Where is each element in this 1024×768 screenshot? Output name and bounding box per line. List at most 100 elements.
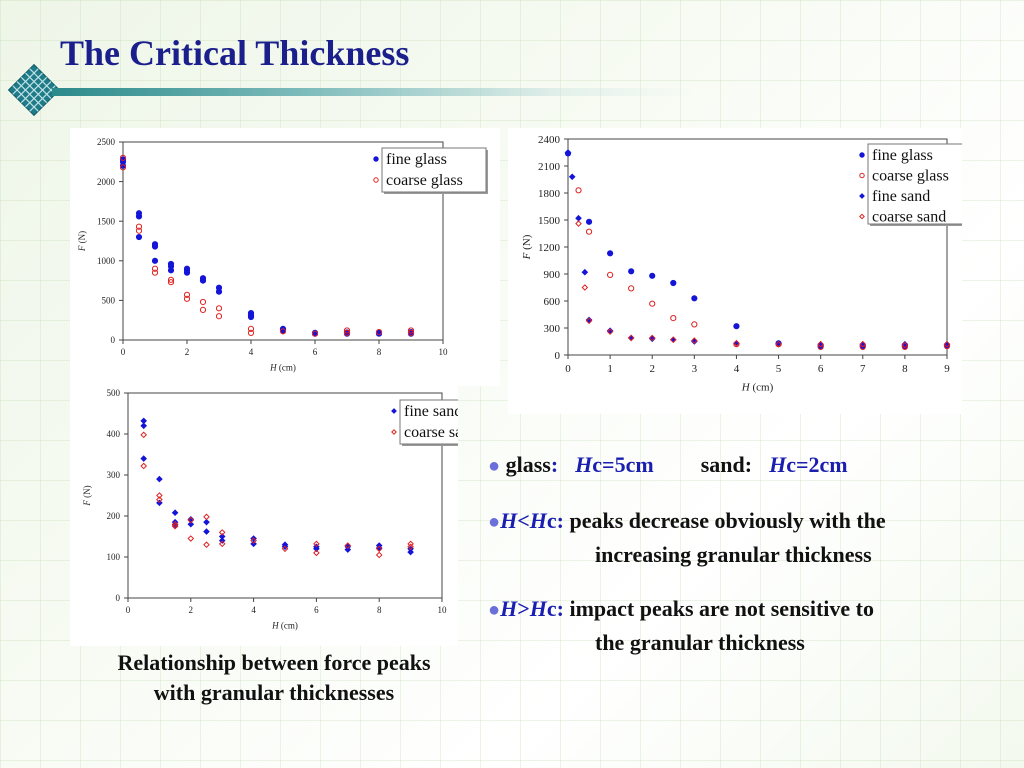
bullet3-line2: the granular thickness bbox=[595, 630, 805, 655]
x-tick-label: 2 bbox=[185, 347, 190, 357]
data-point bbox=[203, 528, 210, 535]
data-point bbox=[167, 279, 175, 286]
x-tick-label: 0 bbox=[565, 363, 571, 375]
y-tick-label: 600 bbox=[544, 296, 561, 308]
cond-h: H bbox=[500, 508, 518, 533]
data-point bbox=[313, 545, 320, 553]
data-point bbox=[171, 522, 179, 530]
data-point bbox=[135, 210, 143, 217]
data-point bbox=[199, 275, 207, 282]
legend-box bbox=[381, 147, 487, 193]
data-point bbox=[140, 431, 148, 439]
x-tick-label: 6 bbox=[314, 605, 319, 615]
figure-caption: Relationship between force peaks with gr… bbox=[72, 648, 476, 708]
data-point bbox=[585, 218, 593, 225]
series-coarse-glass bbox=[119, 154, 415, 337]
data-point bbox=[585, 228, 593, 235]
bullet2-line2: increasing granular thickness bbox=[595, 542, 872, 567]
cond-hc: H bbox=[529, 508, 547, 533]
data-point bbox=[669, 336, 677, 344]
data-point bbox=[171, 521, 179, 529]
data-point bbox=[691, 337, 698, 344]
legend-marker bbox=[373, 156, 379, 162]
data-point bbox=[313, 549, 320, 557]
cond-c: c: bbox=[546, 596, 564, 621]
y-tick-label: 200 bbox=[107, 511, 121, 521]
bullet-icon: ● bbox=[488, 511, 501, 533]
x-axis-title: H (cm) bbox=[269, 362, 296, 372]
data-point bbox=[215, 284, 223, 291]
data-point bbox=[691, 338, 698, 345]
x-tick-label: 6 bbox=[818, 363, 824, 375]
data-point bbox=[407, 327, 415, 334]
legend-label: fine sand bbox=[404, 403, 458, 420]
data-point bbox=[817, 340, 824, 348]
data-point bbox=[628, 268, 635, 275]
x-axis-title: H (cm) bbox=[271, 620, 298, 630]
data-point bbox=[247, 325, 255, 333]
y-tick-label: 1200 bbox=[538, 242, 561, 254]
x-tick-label: 7 bbox=[860, 363, 866, 375]
data-point bbox=[135, 233, 143, 241]
x-tick-label: 0 bbox=[126, 605, 131, 615]
data-point bbox=[606, 327, 614, 335]
legend-marker bbox=[373, 177, 379, 183]
data-point bbox=[375, 551, 383, 559]
x-tick-label: 2 bbox=[649, 363, 655, 375]
legend-marker bbox=[859, 152, 865, 158]
data-point bbox=[627, 334, 635, 342]
legend-label: fine glass bbox=[386, 151, 447, 168]
bullet-icon: ● bbox=[488, 599, 501, 621]
data-point bbox=[171, 520, 179, 528]
y-tick-label: 1800 bbox=[538, 188, 561, 200]
y-tick-label: 100 bbox=[107, 552, 121, 562]
x-tick-label: 2 bbox=[189, 605, 194, 615]
x-tick-label: 4 bbox=[251, 605, 256, 615]
x-tick-label: 0 bbox=[121, 347, 126, 357]
y-tick-label: 0 bbox=[111, 335, 116, 345]
data-point bbox=[585, 316, 593, 324]
data-point bbox=[375, 328, 383, 336]
x-tick-label: 6 bbox=[313, 347, 318, 357]
data-point bbox=[775, 340, 782, 348]
chart-glass-svg: 0 500 1000 1500 2000 2500 0 2 4 6 8 10 H (cm) F (N) fi… bbox=[77, 137, 488, 372]
data-point bbox=[135, 223, 143, 230]
data-point bbox=[156, 492, 163, 499]
bullet2-line1: peaks decrease obviously with the bbox=[563, 508, 886, 533]
legend-marker bbox=[859, 193, 865, 199]
data-point bbox=[670, 279, 677, 287]
y-tick-label: 300 bbox=[107, 470, 121, 480]
y-tick-label: 300 bbox=[544, 323, 561, 335]
y-axis-title: F (N) bbox=[77, 231, 87, 252]
x-tick-label: 4 bbox=[734, 363, 740, 375]
data-point bbox=[247, 329, 255, 336]
data-point bbox=[311, 330, 319, 337]
cond-h: H bbox=[500, 596, 518, 621]
data-point bbox=[606, 328, 614, 335]
data-point bbox=[575, 187, 582, 194]
data-point bbox=[313, 540, 320, 548]
sand-h-symbol: H bbox=[769, 452, 787, 477]
x-tick-label: 8 bbox=[902, 363, 908, 375]
title-underline bbox=[52, 88, 692, 96]
y-tick-label: 500 bbox=[102, 296, 116, 306]
x-tick-label: 9 bbox=[944, 363, 950, 375]
data-point bbox=[407, 329, 415, 336]
data-point bbox=[375, 545, 383, 553]
data-point bbox=[119, 154, 127, 161]
data-point bbox=[187, 516, 195, 524]
legend-box bbox=[399, 399, 458, 445]
y-tick-label: 2500 bbox=[97, 137, 116, 147]
data-point bbox=[627, 334, 635, 342]
x-axis-title: H (cm) bbox=[741, 382, 774, 394]
y-tick-label: 0 bbox=[116, 593, 121, 603]
data-point bbox=[218, 529, 226, 536]
data-point bbox=[135, 227, 143, 234]
sand-colon: : bbox=[744, 452, 753, 477]
legend-marker bbox=[859, 213, 865, 220]
y-tick-label: 2100 bbox=[538, 161, 561, 173]
y-tick-label: 500 bbox=[107, 388, 121, 398]
chart-glass-sand: 0 300 600 900 1200 1500 1800 2100 2400 0 1 2 3 4 5 6 7 8 9… bbox=[508, 128, 962, 414]
data-point bbox=[564, 149, 572, 156]
legend-marker bbox=[391, 408, 397, 414]
